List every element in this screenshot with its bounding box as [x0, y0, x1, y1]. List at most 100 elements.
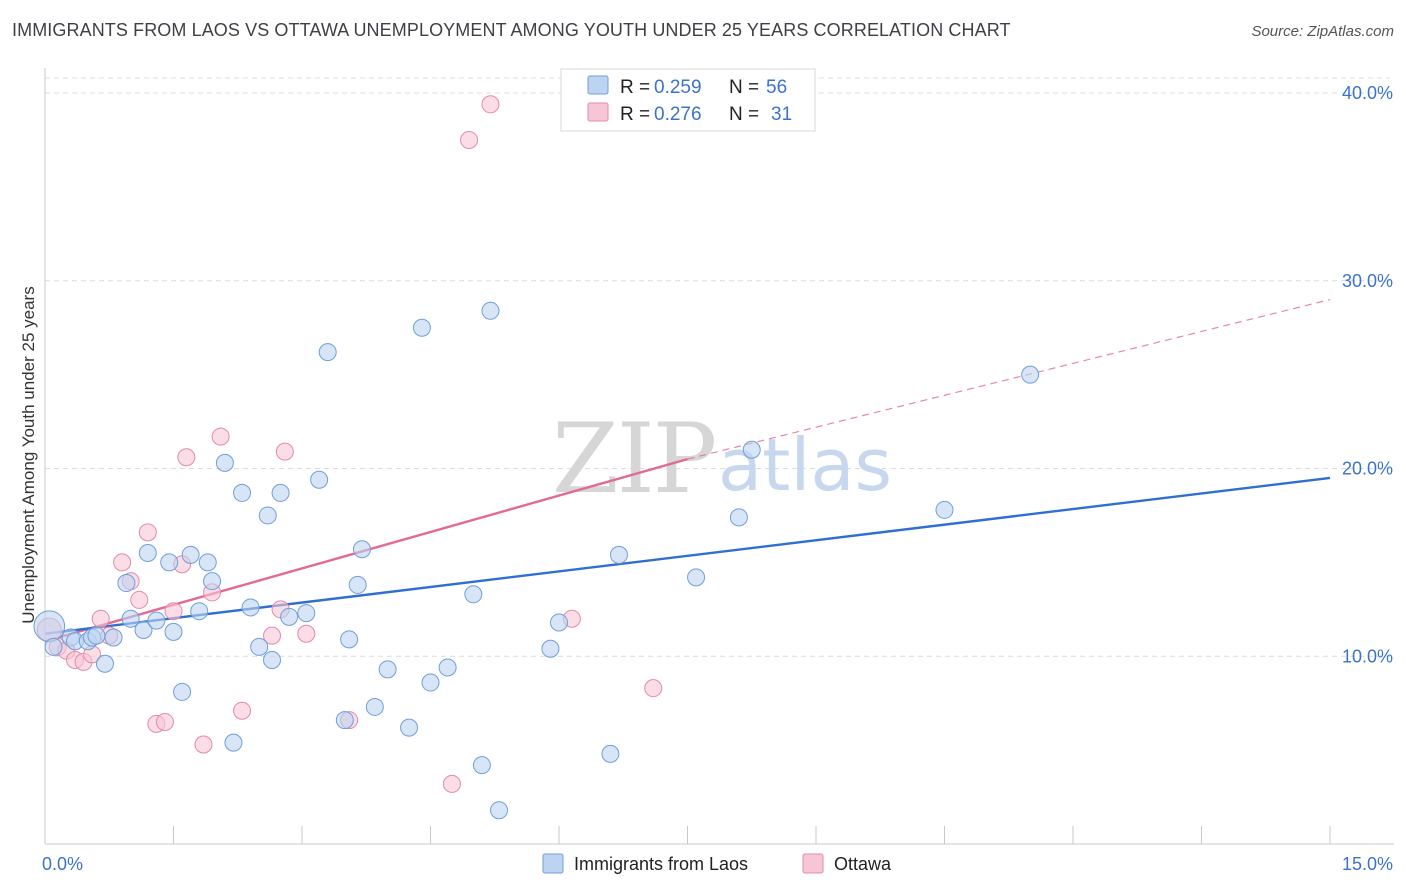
y-tick-label: 20.0%	[1342, 459, 1393, 479]
ottawa-point	[211, 427, 230, 446]
laos-point	[87, 626, 106, 645]
laos-point	[104, 628, 123, 647]
laos-point	[198, 553, 217, 572]
watermark-atlas: atlas	[718, 423, 892, 507]
laos-point	[550, 613, 568, 632]
laos-point	[241, 598, 260, 617]
tick-labels: 10.0% 20.0% 30.0% 40.0% 0.0% 15.0%	[42, 83, 1393, 874]
ottawa-point	[194, 735, 213, 754]
legend-n-label-2: N =	[729, 104, 759, 125]
laos-point	[147, 611, 166, 630]
watermark: ZIP atlas	[552, 403, 892, 515]
laos-point	[935, 500, 954, 519]
y-axis-label: Unemployment Among Youth under 25 years	[19, 286, 38, 623]
laos-point	[742, 440, 761, 459]
ottawa-point	[155, 712, 174, 731]
laos-point	[340, 630, 359, 649]
legend-n-label-1: N =	[729, 77, 759, 98]
ottawa-point	[91, 609, 110, 628]
ottawa-point	[460, 130, 479, 149]
laos-point	[95, 654, 114, 673]
gridlines	[45, 77, 1390, 657]
laos-point	[160, 553, 179, 572]
laos-point	[233, 483, 252, 502]
laos-point	[729, 508, 748, 527]
x-tick-label: 0.0%	[42, 854, 83, 874]
laos-point	[138, 543, 157, 562]
laos-point	[601, 744, 620, 763]
legend-r-label-1: R =	[620, 77, 650, 98]
legend-n-value-1: 56	[766, 77, 787, 98]
bottom-legend-swatch-laos	[542, 853, 564, 874]
laos-point	[412, 318, 431, 337]
laos-point	[352, 540, 371, 559]
ottawa-point	[297, 624, 316, 643]
legend-r-value-1: 0.259	[654, 77, 702, 98]
laos-point	[464, 585, 483, 604]
ottawa-point	[275, 442, 294, 461]
correlation-legend: R = 0.259 N = 56 R = 0.276 N = 31	[560, 68, 816, 132]
laos-point	[117, 574, 136, 593]
bottom-legend-swatch-ottawa	[802, 853, 824, 874]
legend-r-value-2: 0.276	[654, 104, 702, 125]
y-tick-label: 40.0%	[1342, 83, 1393, 103]
series-legend: Immigrants from Laos Ottawa	[542, 853, 892, 874]
ottawa-point	[481, 95, 500, 114]
source-label: Source: ZipAtlas.com	[1251, 23, 1394, 40]
ottawa-point	[177, 448, 196, 467]
legend-n-value-2: 31	[771, 104, 792, 125]
laos-point	[541, 639, 560, 658]
laos-point	[490, 801, 509, 820]
bottom-legend-label-ottawa: Ottawa	[834, 854, 892, 874]
ottawa-point	[263, 626, 282, 645]
laos-point	[280, 607, 299, 626]
laos-point	[609, 545, 628, 564]
laos-point	[224, 733, 243, 752]
laos-point	[297, 604, 316, 623]
laos-point	[472, 756, 491, 775]
laos-point	[263, 651, 282, 670]
laos-point	[687, 568, 706, 587]
ottawa-point	[644, 679, 663, 698]
laos-point	[181, 545, 200, 564]
laos-point	[190, 602, 209, 621]
laos-point	[33, 610, 66, 643]
ottawa-point	[442, 774, 461, 793]
laos-point	[258, 506, 277, 525]
laos-point	[310, 470, 329, 489]
legend-swatch-laos	[587, 75, 609, 95]
bottom-legend-label-laos: Immigrants from Laos	[574, 854, 748, 874]
laos-point	[378, 660, 397, 679]
laos-point	[215, 453, 234, 472]
ottawa-trend-dashed	[687, 298, 1331, 460]
laos-point	[44, 637, 63, 656]
laos-point	[203, 572, 222, 591]
laos-point	[164, 622, 183, 641]
ottawa-point	[113, 553, 132, 572]
laos-point	[438, 658, 457, 677]
laos-point	[250, 637, 269, 656]
watermark-zip: ZIP	[552, 403, 715, 515]
y-tick-label: 30.0%	[1342, 271, 1393, 291]
laos-point	[1021, 365, 1040, 384]
laos-point	[271, 483, 290, 502]
chart-title: IMMIGRANTS FROM LAOS VS OTTAWA UNEMPLOYM…	[12, 20, 1011, 40]
laos-points	[33, 301, 1040, 820]
laos-point	[173, 682, 192, 701]
x-tick-label: 15.0%	[1342, 854, 1393, 874]
legend-swatch-ottawa	[587, 102, 609, 122]
axes	[44, 68, 1394, 845]
laos-point	[421, 673, 440, 692]
y-tick-label: 10.0%	[1342, 646, 1393, 666]
ottawa-point	[233, 701, 252, 720]
laos-point	[318, 343, 337, 362]
laos-point	[400, 718, 419, 737]
laos-point	[121, 609, 140, 628]
laos-point	[335, 711, 354, 730]
laos-point	[134, 620, 153, 639]
laos-point	[481, 301, 500, 320]
laos-point	[348, 575, 367, 594]
ottawa-point	[130, 590, 149, 609]
